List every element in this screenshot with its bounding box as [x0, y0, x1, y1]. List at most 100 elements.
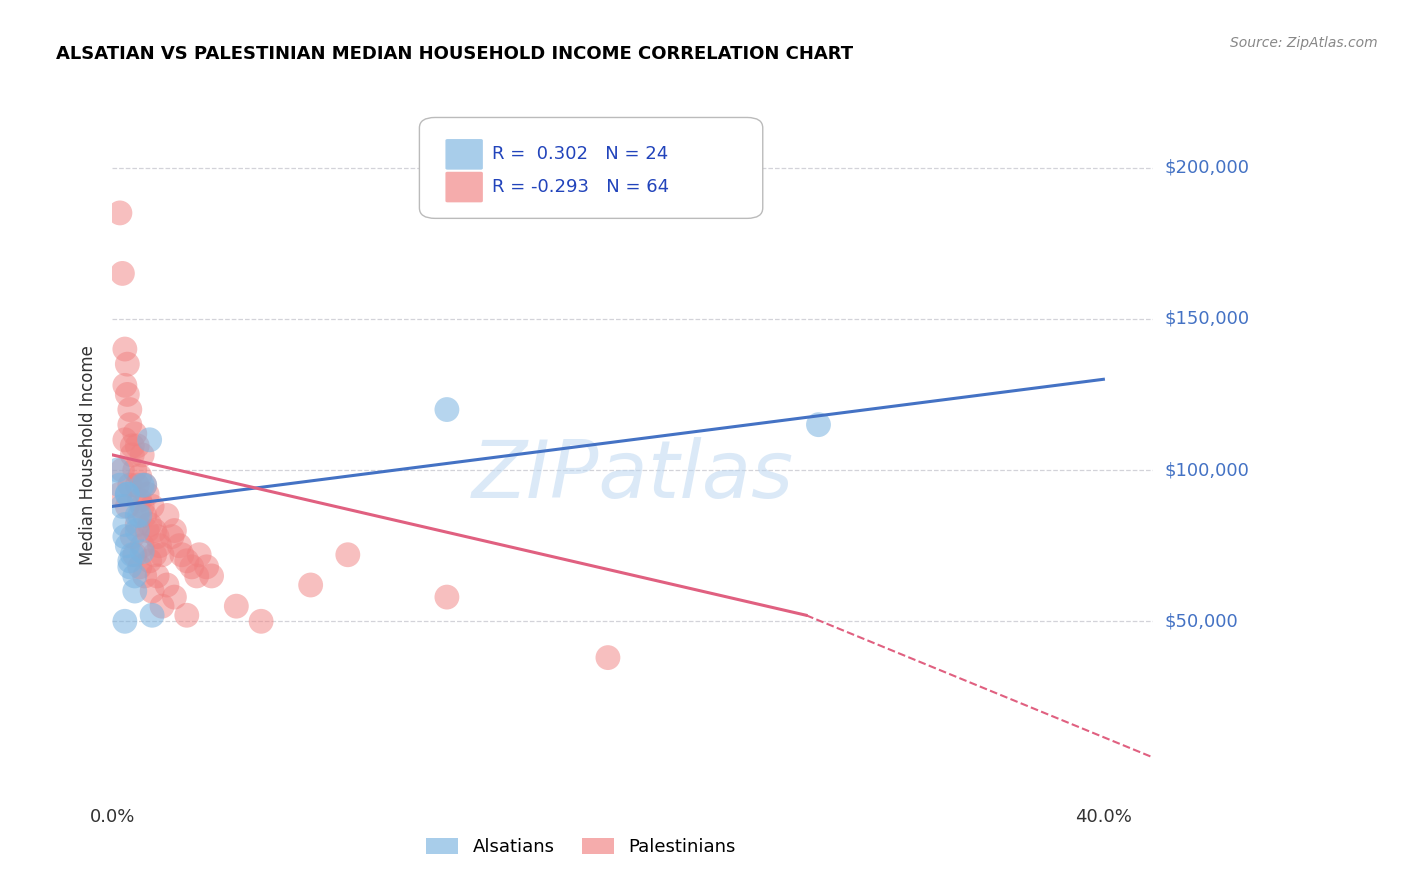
- Point: [124, 463, 146, 477]
- Text: ALSATIAN VS PALESTINIAN MEDIAN HOUSEHOLD INCOME CORRELATION CHART: ALSATIAN VS PALESTINIAN MEDIAN HOUSEHOLD…: [56, 45, 853, 62]
- Point: [131, 448, 153, 462]
- Point: [107, 463, 129, 477]
- Point: [114, 342, 136, 356]
- Point: [131, 545, 153, 559]
- Point: [117, 357, 139, 371]
- Point: [121, 448, 143, 462]
- FancyBboxPatch shape: [446, 139, 482, 169]
- Point: [436, 402, 458, 417]
- Point: [150, 548, 173, 562]
- Point: [180, 559, 202, 574]
- Point: [141, 500, 163, 514]
- Point: [124, 426, 146, 441]
- Point: [186, 569, 208, 583]
- Point: [128, 559, 150, 574]
- Point: [114, 615, 136, 629]
- Point: [141, 584, 163, 599]
- Point: [146, 569, 169, 583]
- Point: [127, 439, 149, 453]
- Text: R =  0.302   N = 24: R = 0.302 N = 24: [492, 145, 668, 163]
- Text: Source: ZipAtlas.com: Source: ZipAtlas.com: [1230, 36, 1378, 50]
- Point: [127, 524, 149, 538]
- Point: [170, 548, 193, 562]
- FancyBboxPatch shape: [446, 172, 482, 202]
- Point: [114, 517, 136, 532]
- Point: [160, 530, 183, 544]
- Point: [156, 578, 179, 592]
- Point: [108, 206, 131, 220]
- Point: [134, 478, 156, 492]
- Point: [188, 548, 211, 562]
- Point: [108, 478, 131, 492]
- Point: [117, 487, 139, 501]
- Point: [117, 387, 139, 401]
- Text: $200,000: $200,000: [1164, 159, 1249, 177]
- Point: [134, 478, 156, 492]
- Point: [596, 650, 619, 665]
- Point: [128, 493, 150, 508]
- Point: [138, 554, 160, 568]
- Point: [111, 463, 134, 477]
- Point: [117, 500, 139, 514]
- Point: [134, 508, 156, 523]
- Text: ZIPatlas: ZIPatlas: [471, 437, 794, 515]
- Point: [128, 508, 150, 523]
- Point: [148, 539, 170, 553]
- Point: [163, 590, 186, 604]
- Text: $150,000: $150,000: [1164, 310, 1249, 327]
- Point: [143, 524, 166, 538]
- Point: [127, 517, 149, 532]
- Point: [200, 569, 222, 583]
- Point: [124, 548, 146, 562]
- Point: [121, 439, 143, 453]
- Point: [118, 554, 141, 568]
- Point: [114, 378, 136, 392]
- Point: [176, 554, 198, 568]
- Point: [136, 524, 159, 538]
- Point: [131, 478, 153, 492]
- Point: [128, 469, 150, 483]
- Point: [146, 530, 169, 544]
- Point: [124, 584, 146, 599]
- Point: [131, 500, 153, 514]
- Point: [117, 539, 139, 553]
- Point: [111, 267, 134, 281]
- Point: [114, 433, 136, 447]
- Point: [108, 487, 131, 501]
- Point: [150, 599, 173, 614]
- Point: [807, 417, 830, 432]
- Point: [138, 433, 160, 447]
- Point: [250, 615, 273, 629]
- Point: [111, 500, 134, 514]
- Point: [195, 559, 218, 574]
- Point: [117, 487, 139, 501]
- Point: [121, 548, 143, 562]
- Point: [143, 548, 166, 562]
- Point: [169, 539, 191, 553]
- Point: [114, 530, 136, 544]
- Point: [176, 608, 198, 623]
- Point: [121, 530, 143, 544]
- Point: [163, 524, 186, 538]
- Point: [131, 539, 153, 553]
- Point: [225, 599, 247, 614]
- Point: [141, 608, 163, 623]
- Point: [134, 569, 156, 583]
- Text: $50,000: $50,000: [1164, 612, 1237, 631]
- Point: [118, 417, 141, 432]
- Point: [436, 590, 458, 604]
- Point: [127, 478, 149, 492]
- Point: [299, 578, 322, 592]
- Point: [124, 569, 146, 583]
- Text: R = -0.293   N = 64: R = -0.293 N = 64: [492, 178, 669, 196]
- Point: [118, 402, 141, 417]
- Text: $100,000: $100,000: [1164, 461, 1249, 479]
- Y-axis label: Median Household Income: Median Household Income: [79, 345, 97, 565]
- Legend: Alsatians, Palestinians: Alsatians, Palestinians: [418, 830, 744, 863]
- Point: [118, 478, 141, 492]
- Point: [336, 548, 359, 562]
- Point: [156, 508, 179, 523]
- Point: [118, 559, 141, 574]
- Point: [136, 487, 159, 501]
- Point: [127, 508, 149, 523]
